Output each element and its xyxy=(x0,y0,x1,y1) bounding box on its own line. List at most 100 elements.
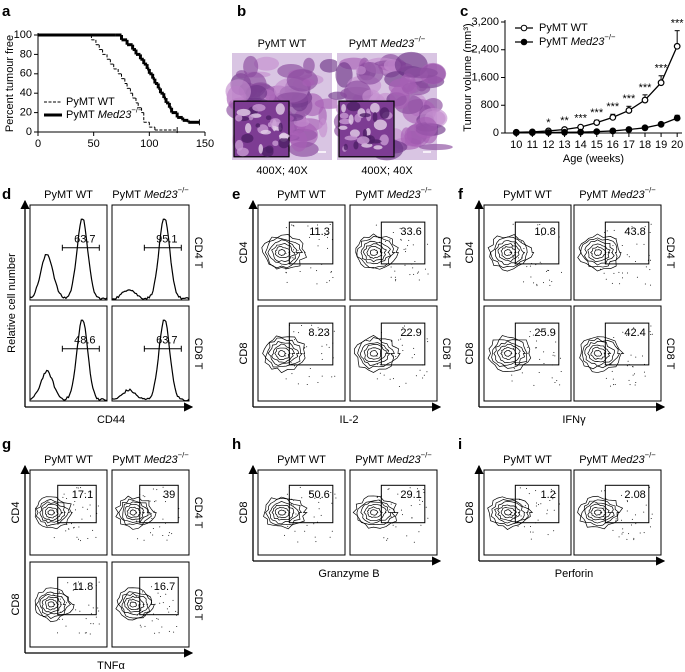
event-dot xyxy=(306,524,308,526)
contour-line xyxy=(262,335,306,374)
event-dot xyxy=(542,282,544,284)
y-tick-label: 1,600 xyxy=(471,71,499,83)
event-dot xyxy=(559,357,561,359)
tissue-blob xyxy=(243,55,259,78)
contour-line xyxy=(593,350,603,357)
contour-line xyxy=(356,236,396,269)
tissue-blob xyxy=(245,85,268,101)
x-axis-label: TNFα xyxy=(97,660,125,672)
event-dot xyxy=(388,488,390,490)
event-dot xyxy=(426,338,428,340)
plot-frame xyxy=(111,561,190,648)
event-dot xyxy=(146,611,148,613)
event-dot xyxy=(284,534,286,536)
event-dot xyxy=(66,523,68,525)
event-dot xyxy=(628,379,630,381)
event-dot xyxy=(376,363,378,365)
event-dot xyxy=(619,283,621,285)
event-dot xyxy=(413,354,415,356)
event-dot xyxy=(95,536,97,538)
event-dot xyxy=(92,623,94,625)
event-dot xyxy=(528,493,530,495)
event-dot xyxy=(650,223,652,225)
y-axis-label: Tumour volume (mm³) xyxy=(462,23,474,131)
event-dot xyxy=(548,279,550,281)
event-dot xyxy=(292,224,294,226)
event-dot xyxy=(73,527,75,529)
event-dot xyxy=(77,487,79,489)
event-dot xyxy=(650,284,652,286)
contour-line xyxy=(263,496,308,530)
event-dot xyxy=(611,282,613,284)
event-dot xyxy=(423,374,425,376)
event-dot xyxy=(534,347,536,349)
inset-cell xyxy=(354,113,362,123)
event-dot xyxy=(142,495,144,497)
event-dot xyxy=(419,369,421,371)
event-dot xyxy=(285,227,287,229)
event-dot xyxy=(604,231,606,233)
event-dot xyxy=(509,252,511,254)
event-dot xyxy=(376,355,378,357)
event-dot xyxy=(615,518,617,520)
event-dot xyxy=(393,355,395,357)
event-dot xyxy=(137,609,139,611)
event-dot xyxy=(643,243,645,245)
inset-cell xyxy=(348,114,354,125)
event-dot xyxy=(626,334,628,336)
event-dot xyxy=(559,384,561,386)
event-dot xyxy=(637,233,639,235)
event-dot xyxy=(78,526,80,528)
event-dot xyxy=(512,256,514,258)
gate-percentage: 25.9 xyxy=(534,327,555,339)
contour-line xyxy=(35,499,70,527)
inset-cell xyxy=(349,129,360,138)
event-dot xyxy=(521,372,523,374)
event-dot xyxy=(632,374,634,376)
event-dot xyxy=(152,528,154,530)
event-dot xyxy=(84,632,86,634)
genotype-superscript: −/− xyxy=(421,186,433,195)
image-caption: 400X; 40X xyxy=(256,165,308,177)
event-dot xyxy=(390,276,392,278)
event-dot xyxy=(537,224,539,226)
inset-cell xyxy=(339,112,349,119)
event-dot xyxy=(512,347,514,349)
genotype-superscript: −/− xyxy=(131,106,143,115)
event-dot xyxy=(162,535,164,537)
event-dot xyxy=(520,241,522,243)
event-dot xyxy=(618,271,620,273)
gate xyxy=(57,576,97,616)
inset-cell xyxy=(275,103,285,115)
event-dot xyxy=(376,378,378,380)
event-dot xyxy=(626,538,628,540)
event-dot xyxy=(379,372,381,374)
event-dot xyxy=(635,261,637,263)
event-dot xyxy=(303,347,305,349)
event-dot xyxy=(53,537,55,539)
event-dot xyxy=(612,245,614,247)
event-dot xyxy=(628,228,630,230)
event-dot xyxy=(316,224,318,226)
genotype-prefix: PyMT WT xyxy=(44,189,93,201)
contour-line xyxy=(500,246,517,260)
event-dot xyxy=(92,607,94,609)
event-dot xyxy=(150,532,152,534)
histogram-curve xyxy=(29,319,108,402)
event-dot xyxy=(551,281,553,283)
event-dot xyxy=(166,608,168,610)
y-tick-label: 2,400 xyxy=(471,44,499,56)
genotype-gene: Med23 xyxy=(387,189,422,201)
event-dot xyxy=(152,534,154,536)
event-dot xyxy=(291,257,293,259)
event-dot xyxy=(159,595,161,597)
event-dot xyxy=(89,515,91,517)
panel-letter: f xyxy=(458,186,464,203)
legend-marker xyxy=(520,38,528,46)
flow-plot: 39 xyxy=(111,469,190,556)
event-dot xyxy=(298,332,300,334)
event-dot xyxy=(291,348,293,350)
event-dot xyxy=(412,267,414,269)
plot-frame xyxy=(29,305,108,402)
event-dot xyxy=(626,272,628,274)
